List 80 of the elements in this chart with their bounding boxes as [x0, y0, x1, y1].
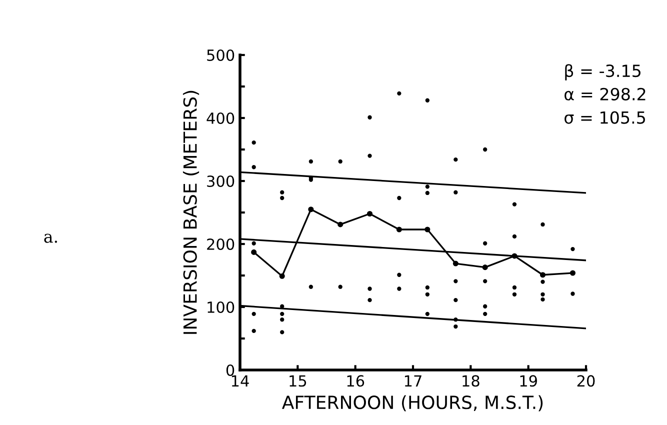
point	[540, 297, 545, 302]
point	[338, 222, 344, 228]
point	[512, 292, 517, 296]
y-tick-label: 500	[207, 49, 234, 62]
x-tick-label: 15	[290, 375, 306, 387]
point	[540, 280, 545, 284]
point	[338, 284, 342, 289]
point	[308, 284, 314, 289]
point	[368, 154, 372, 158]
point	[308, 159, 314, 164]
point	[338, 159, 342, 164]
x-tick-label: 18	[462, 375, 480, 387]
point	[280, 196, 284, 200]
point	[397, 91, 402, 96]
point	[570, 292, 575, 296]
point	[483, 304, 488, 308]
point	[454, 279, 458, 284]
point	[425, 285, 430, 290]
point	[483, 241, 488, 246]
text: a.	[44, 234, 58, 243]
point	[452, 260, 458, 266]
point	[483, 279, 488, 284]
y-axis-title: INVERSION BASE (METERS)	[182, 90, 200, 334]
point	[252, 312, 256, 316]
point	[482, 264, 488, 270]
point	[308, 206, 314, 212]
point	[512, 285, 517, 290]
x-tick-label: 14	[232, 375, 249, 386]
point	[397, 272, 402, 277]
annotation: σ = 105.5	[564, 111, 645, 124]
point	[425, 190, 430, 196]
y-tick-label: 400	[206, 112, 234, 124]
point	[424, 226, 430, 232]
point	[252, 165, 256, 170]
point	[454, 324, 458, 329]
point	[280, 312, 284, 316]
point	[425, 184, 430, 189]
point	[252, 328, 256, 334]
point	[251, 249, 257, 255]
point	[540, 272, 546, 278]
point	[512, 234, 517, 239]
point	[280, 304, 284, 308]
x-tick-label: 17	[404, 375, 422, 386]
point	[425, 98, 430, 102]
point	[512, 202, 517, 206]
point	[366, 210, 373, 217]
point	[368, 298, 372, 302]
point	[540, 292, 545, 296]
annotation: β = -3.15	[565, 64, 640, 80]
x-tick-label: 16	[347, 375, 364, 387]
point	[397, 286, 402, 291]
point	[280, 318, 284, 322]
point	[454, 190, 458, 194]
y-tick-label: 100	[208, 301, 234, 314]
point	[279, 273, 285, 279]
point	[280, 190, 284, 194]
y-tick-label: 300	[207, 175, 234, 188]
y-tick-label: 0	[226, 364, 234, 376]
point	[425, 312, 430, 316]
x-tick-label: 19	[520, 375, 537, 387]
point	[368, 115, 372, 120]
point	[570, 246, 575, 252]
point	[397, 196, 402, 200]
point	[252, 140, 256, 145]
annotation: α = 298.2	[564, 88, 646, 100]
point	[454, 318, 458, 322]
x-axis-title: AFTERNOON (HOURS, M.S.T.)	[282, 395, 543, 412]
point	[454, 157, 458, 162]
point	[368, 286, 372, 291]
point	[540, 222, 545, 227]
point	[396, 226, 402, 232]
point	[454, 298, 458, 302]
y-tick-label: 200	[207, 238, 234, 250]
point	[483, 147, 488, 152]
point	[252, 241, 256, 246]
point	[483, 312, 488, 316]
point	[425, 292, 430, 296]
point	[280, 330, 284, 334]
x-tick-label: 20	[577, 375, 595, 387]
point	[570, 270, 576, 276]
